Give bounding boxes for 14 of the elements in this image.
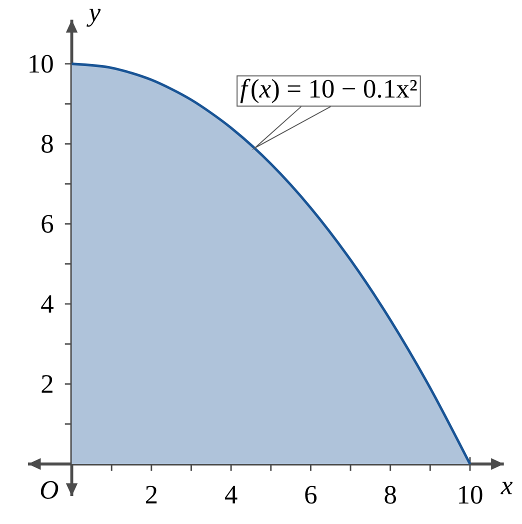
- annotation: f(x) = 10 − 0.1x²: [240, 78, 417, 104]
- annotation: O: [41, 481, 58, 499]
- y-tick-label: 6: [42, 214, 54, 233]
- x-tick-label: 6: [305, 486, 317, 504]
- y-tick-label: 10: [30, 54, 54, 73]
- y-tick-label: 4: [41, 295, 54, 313]
- x-tick-label: 4: [225, 486, 238, 504]
- x-tick-label: 8: [384, 486, 396, 504]
- y-tick-label: 2: [42, 375, 53, 393]
- y-tick-label: 8: [42, 134, 54, 153]
- x-tick-label: 2: [146, 486, 157, 504]
- x-tick-label: 10: [459, 486, 482, 504]
- y-axis-title: y: [86, 8, 101, 27]
- x-axis-title: x: [500, 482, 513, 494]
